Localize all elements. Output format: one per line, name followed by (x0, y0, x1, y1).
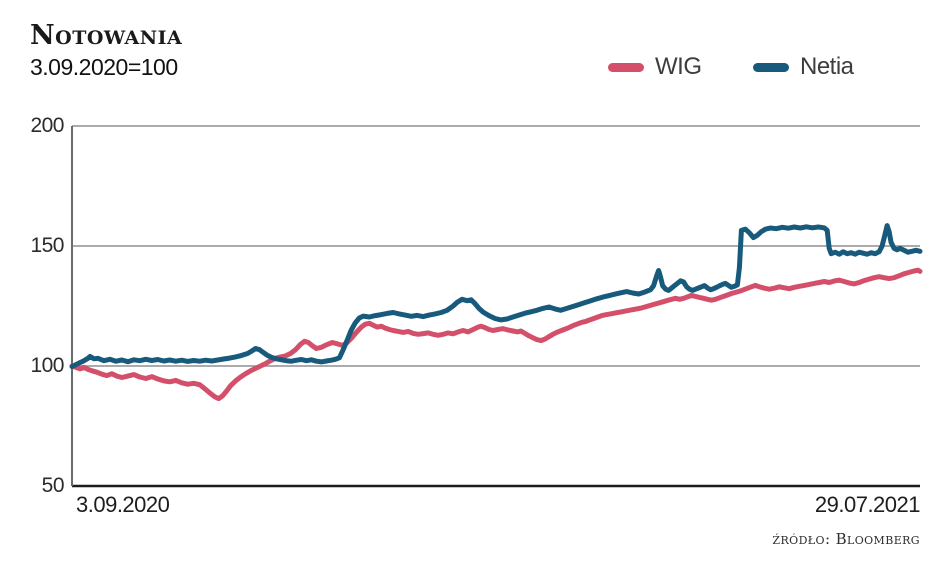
wig-series-label: WIG (655, 53, 702, 80)
chart-subtitle: 3.09.2020=100 (30, 54, 178, 80)
x-axis-start-label: 3.09.2020 (76, 492, 170, 517)
wig-series-swatch (608, 62, 644, 72)
chart-title: Notowania (30, 20, 183, 51)
netia-series-swatch (753, 62, 789, 72)
y-tick-50: 50 (41, 474, 65, 497)
y-tick-100: 100 (30, 354, 64, 377)
wig-line (69, 267, 923, 402)
netia-line (69, 223, 923, 369)
y-tick-150: 150 (30, 234, 64, 257)
x-axis-end-label: 29.07.2021 (814, 492, 921, 517)
legend-item-netia: Netia (753, 52, 854, 82)
y-tick-200: 200 (30, 114, 64, 137)
legend-item-wig: WIG (608, 52, 702, 82)
source-note: źródło: Bloomberg (772, 530, 920, 548)
netia-series-label: Netia (800, 53, 854, 80)
